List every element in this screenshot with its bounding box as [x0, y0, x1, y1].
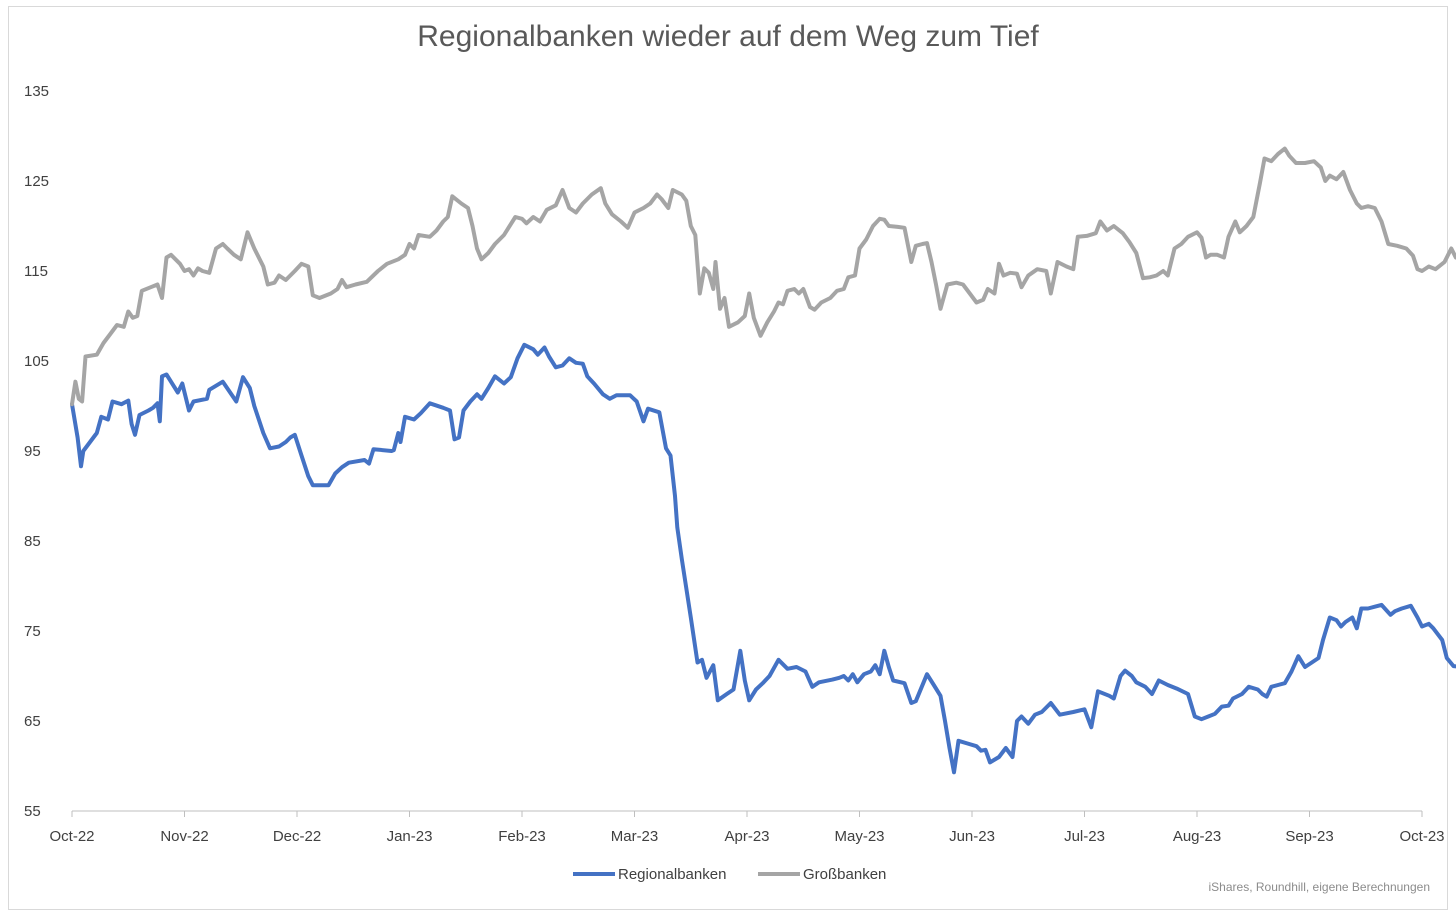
- series-line-regionalbanken: [70, 342, 1456, 775]
- x-tick-label: Nov-22: [160, 828, 208, 845]
- x-tick-label: Oct-22: [49, 828, 94, 845]
- x-tick-label: Oct-23: [1399, 828, 1444, 845]
- x-tick-label: Sep-23: [1285, 828, 1333, 845]
- series-group: [70, 146, 1456, 775]
- y-tick-label: 125: [24, 173, 49, 190]
- x-tick-label: Jun-23: [949, 828, 995, 845]
- y-tick-label: 65: [24, 713, 41, 730]
- chart-frame: [8, 6, 1448, 910]
- y-tick-label: 55: [24, 803, 41, 820]
- legend-label: Regionalbanken: [618, 866, 726, 883]
- x-tick-label: Apr-23: [724, 828, 769, 845]
- legend: Regionalbanken Großbanken: [573, 866, 886, 883]
- series-line-großbanken: [70, 146, 1456, 407]
- x-tick-label: Aug-23: [1173, 828, 1221, 845]
- y-tick-label: 95: [24, 443, 41, 460]
- x-tick-label: Dec-22: [273, 828, 321, 845]
- y-tick-label: 115: [24, 263, 48, 280]
- x-tick-label: Feb-23: [498, 828, 546, 845]
- x-tick-label: May-23: [834, 828, 884, 845]
- x-tick-label: Mar-23: [611, 828, 659, 845]
- y-tick-label: 85: [24, 533, 41, 550]
- source-note: iShares, Roundhill, eigene Berechnungen: [1208, 880, 1431, 894]
- y-tick-label: 135: [24, 83, 49, 100]
- y-tick-label: 75: [24, 623, 41, 640]
- chart-title: Regionalbanken wieder auf dem Weg zum Ti…: [417, 20, 1039, 53]
- legend-label: Großbanken: [803, 866, 886, 883]
- y-tick-label: 105: [24, 353, 49, 370]
- x-tick-label: Jan-23: [387, 828, 433, 845]
- x-tick-label: Jul-23: [1064, 828, 1105, 845]
- axes: 55 65 75 85 95 105 115 125 135 Oct-22 Nov-22 Dec-22…: [24, 83, 1445, 845]
